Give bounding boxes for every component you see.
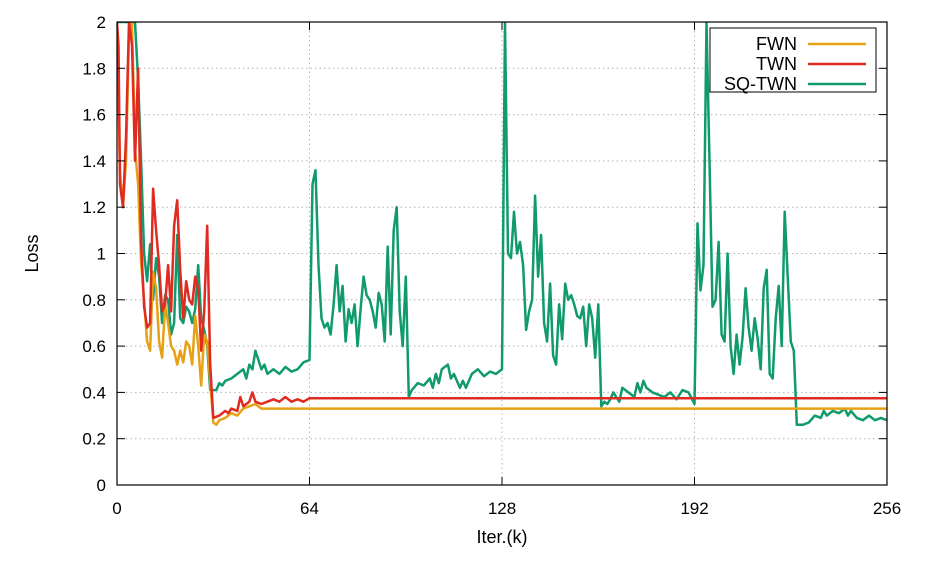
y-tick-label: 2: [97, 13, 106, 32]
x-tick-label: 256: [873, 499, 901, 518]
legend: FWN TWN SQ-TWN: [709, 27, 877, 94]
series-lines: [117, 22, 887, 427]
y-tick-label: 0.8: [82, 291, 106, 310]
y-tick-label: 1: [97, 245, 106, 264]
axis-ticks: 0 0.2 0.4 0.6 0.8 1 1.2 1.4 1.6 1.8 2 0 64 128 192 256: [82, 13, 901, 518]
legend-label-fwn: FWN: [756, 34, 797, 54]
x-axis-label: Iter.(k): [476, 527, 527, 547]
grid-lines: [117, 22, 887, 485]
legend-box: [709, 27, 877, 93]
x-tick-label: 0: [112, 499, 121, 518]
y-tick-label: 1.4: [82, 152, 106, 171]
y-tick-label: 1.8: [82, 59, 106, 78]
y-tick-label: 0: [97, 476, 106, 495]
y-tick-label: 1.2: [82, 198, 106, 217]
x-tick-label: 192: [680, 499, 708, 518]
x-tick-label: 64: [300, 499, 319, 518]
y-axis-label: Loss: [22, 234, 42, 272]
y-tick-label: 0.6: [82, 337, 106, 356]
y-tick-label: 0.2: [82, 430, 106, 449]
x-tick-label: 128: [488, 499, 516, 518]
series-line-sq-twn: [117, 22, 887, 427]
legend-label-sq-twn: SQ-TWN: [724, 74, 797, 94]
y-tick-label: 1.6: [82, 106, 106, 125]
legend-label-twn: TWN: [756, 54, 797, 74]
y-tick-label: 0.4: [82, 383, 106, 402]
series-line-twn: [117, 22, 887, 420]
